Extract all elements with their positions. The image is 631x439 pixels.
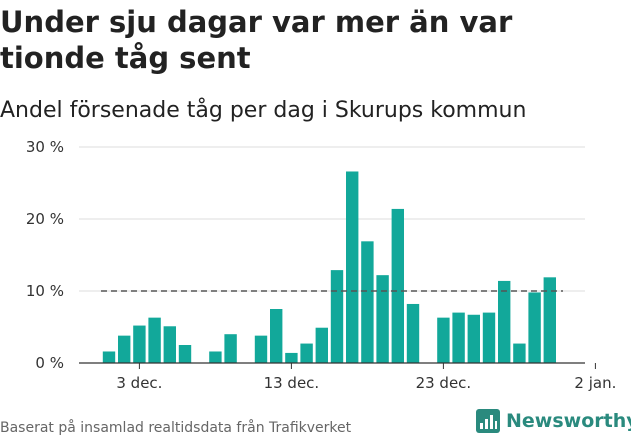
bar-2022-12-20	[391, 208, 404, 363]
bar-2022-12-26	[482, 312, 496, 363]
bar-2022-12-13	[285, 352, 298, 363]
bar-2022-12-17	[346, 171, 359, 363]
x-tick-label: 23 dec.	[416, 374, 472, 392]
bar-2022-12-29	[528, 292, 541, 363]
bar-2022-12-24	[452, 312, 465, 363]
y-tick-label: 0 %	[35, 354, 64, 372]
bar-2022-12-04	[148, 317, 161, 363]
chart-subtitle: Andel försenade tåg per dag i Skurups ko…	[0, 98, 527, 123]
newsworthy-chart-icon	[476, 409, 500, 433]
bar-2022-12-25	[467, 314, 480, 363]
grid-lines	[79, 146, 585, 292]
x-tick-label: 3 dec.	[116, 374, 162, 392]
y-tick-label: 30 %	[26, 138, 64, 156]
bar-2022-12-15	[315, 327, 328, 363]
bar-2022-12-19	[376, 275, 389, 363]
x-tick-label: 2 jan.	[574, 374, 616, 392]
logo-text: Newsworthy	[506, 410, 631, 432]
bar-2022-12-28	[513, 343, 526, 363]
bar-2022-12-23	[437, 317, 450, 363]
bar-2022-12-12	[270, 309, 283, 363]
bar-2022-12-03	[133, 325, 146, 363]
source-note: Baserat på insamlad realtidsdata från Tr…	[0, 420, 352, 436]
bar-2022-12-14	[300, 343, 313, 363]
bar-2022-12-27	[498, 280, 511, 363]
bar-2022-12-11	[254, 335, 268, 363]
bar-2022-12-05	[163, 326, 176, 363]
bar-2022-12-09	[224, 334, 237, 363]
bar-2022-12-01	[102, 351, 116, 363]
newsworthy-logo: Newsworthy	[476, 409, 631, 433]
chart-title: Under sju dagar var mer än var tionde tå…	[0, 5, 513, 75]
bar-2022-12-16	[330, 270, 344, 363]
bar-2022-12-18	[361, 241, 374, 363]
bar-2022-12-30	[543, 277, 556, 363]
y-tick-label: 20 %	[26, 210, 64, 228]
y-tick-label: 10 %	[26, 282, 64, 300]
bar-chart: 0 % 10 % 20 % 30 % 3 dec. 13 dec. 23 dec. 2 ja…	[26, 138, 616, 392]
y-axis-ticks: 0 % 10 % 20 % 30 %	[26, 138, 64, 372]
x-tick-label: 13 dec.	[264, 374, 320, 392]
x-axis: 3 dec. 13 dec. 23 dec. 2 jan.	[79, 362, 616, 392]
bars	[102, 171, 556, 363]
bar-2022-12-21	[406, 303, 420, 363]
bar-2022-12-02	[118, 335, 131, 363]
bar-2022-12-08	[209, 351, 222, 363]
bar-2022-12-06	[178, 345, 192, 363]
